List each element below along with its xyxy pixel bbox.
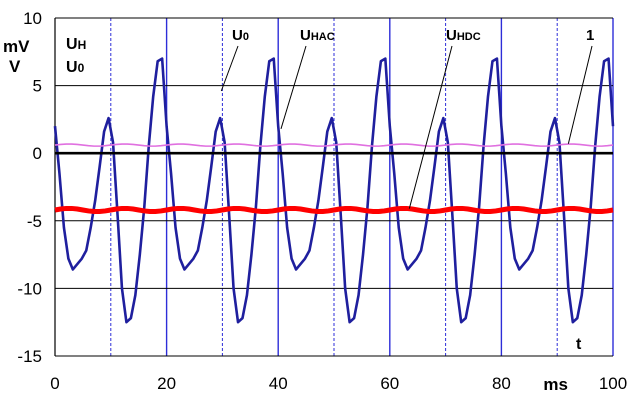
x-tick-label: 60	[380, 374, 399, 393]
y-tick-label: -10	[17, 279, 42, 298]
x-tick-label: 80	[492, 374, 511, 393]
y-tick-label: -15	[17, 347, 42, 366]
x-tick-label: 20	[157, 374, 176, 393]
axis-ticks: 10 5 0 -5 -10 -15 0 20 40 60 80 100	[17, 9, 627, 393]
y-tick-label: -5	[27, 212, 42, 231]
callout-label-one: 1	[586, 27, 594, 44]
y-tick-label: 5	[33, 77, 42, 96]
series-uhac	[53, 57, 615, 324]
x-tick-label: 40	[269, 374, 288, 393]
y-symbol-u0: U0	[66, 59, 85, 76]
series-u0	[54, 143, 614, 147]
callout-line-u0	[220, 45, 239, 92]
y-symbol-uh: UH	[66, 36, 86, 53]
x-unit-ms: ms	[543, 375, 568, 394]
annotations: mVV UH U0 t ms U0 UHAC UHDC 1	[3, 27, 594, 394]
callout-label-uhac: UHAC	[300, 27, 335, 44]
x-symbol-t: t	[576, 336, 582, 353]
y-unit-v: V	[9, 57, 21, 76]
y-tick-label: 10	[23, 9, 42, 28]
x-tick-label: 0	[50, 374, 59, 393]
callout-line-one	[567, 45, 593, 144]
callout-label-uhdc: UHDC	[446, 27, 481, 44]
callout-line-uhdc	[408, 45, 453, 209]
grid	[54, 17, 614, 357]
x-tick-label: 100	[599, 374, 627, 393]
y-tick-label: 0	[33, 144, 42, 163]
plot-series	[53, 57, 615, 324]
callout-line-uhac	[280, 45, 307, 130]
y-unit-mv: mV	[3, 37, 30, 56]
callout-label-u0: U0	[232, 27, 249, 44]
series-uhdc	[54, 205, 614, 215]
